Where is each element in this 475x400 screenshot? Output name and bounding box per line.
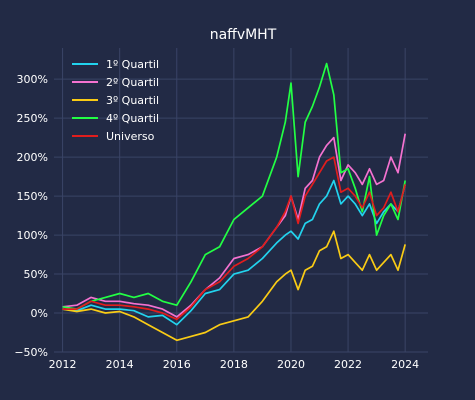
series-line xyxy=(62,62,407,310)
y-tick-label: 50% xyxy=(24,268,48,281)
chart-title: naffvMHT xyxy=(210,27,277,43)
y-tick-label: 250% xyxy=(17,112,48,125)
y-tick-label: 0% xyxy=(31,307,48,320)
series-line xyxy=(62,179,407,326)
x-tick-label: 2022 xyxy=(334,358,362,371)
legend-label: 1º Quartil xyxy=(106,58,159,71)
series-line xyxy=(62,156,407,321)
x-tick-label: 2012 xyxy=(49,358,77,371)
y-tick-label: −50% xyxy=(14,346,48,359)
legend-label: Universo xyxy=(106,130,155,143)
x-tick-label: 2014 xyxy=(106,358,134,371)
x-tick-label: 2024 xyxy=(391,358,419,371)
y-tick-label: 100% xyxy=(17,229,48,242)
series-group xyxy=(62,62,407,342)
legend-label: 2º Quartil xyxy=(106,76,159,89)
tick-labels: −50% 0% 50% 100% 150% 200% 250% 300% 2012 2014 201… xyxy=(14,73,419,371)
legend-label: 4º Quartil xyxy=(106,112,159,125)
x-tick-label: 2016 xyxy=(163,358,191,371)
x-tick-label: 2018 xyxy=(220,358,248,371)
legend-label: 3º Quartil xyxy=(106,94,159,107)
x-tick-label: 2020 xyxy=(277,358,305,371)
y-tick-label: 200% xyxy=(17,151,48,164)
series-line xyxy=(62,230,407,342)
y-tick-label: 300% xyxy=(17,73,48,86)
legend: 1º Quartil 2º Quartil 3º Quartil 4º Quartil… xyxy=(72,58,159,143)
grid xyxy=(54,48,428,353)
y-tick-label: 150% xyxy=(17,190,48,203)
